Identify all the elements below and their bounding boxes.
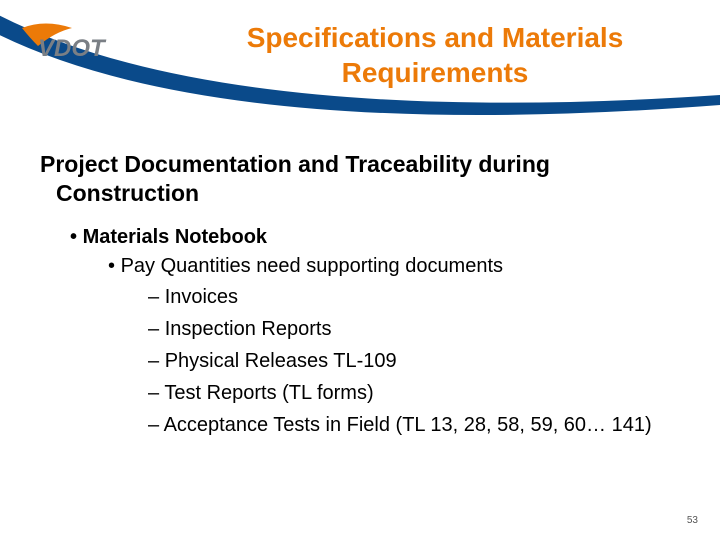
dash-item-text: Invoices xyxy=(165,286,238,308)
svg-text:VDOT: VDOT xyxy=(38,35,107,62)
dash-item: Test Reports (TL forms) xyxy=(40,380,680,406)
dash-item-text: Inspection Reports xyxy=(165,318,332,340)
dash-item-text: Acceptance Tests in Field (TL 13, 28, 58… xyxy=(164,414,652,436)
dash-item: Physical Releases TL-109 xyxy=(40,348,680,374)
page-number: 53 xyxy=(687,515,698,526)
dash-item-text: Test Reports (TL forms) xyxy=(164,382,373,404)
content-area: Project Documentation and Traceability d… xyxy=(40,150,680,444)
bullet-level1-text: Materials Notebook xyxy=(83,226,267,248)
section-heading: Project Documentation and Traceability d… xyxy=(56,150,680,208)
dash-item: Invoices xyxy=(40,284,680,310)
bullet-level2: Pay Quantities need supporting documents xyxy=(40,255,680,278)
bullet-level1: Materials Notebook xyxy=(40,226,680,249)
dash-item: Inspection Reports xyxy=(40,316,680,342)
slide-title: Specifications and Materials Requirement… xyxy=(190,20,680,90)
dash-item-text: Physical Releases TL-109 xyxy=(165,350,397,372)
vdot-logo: VDOT xyxy=(20,22,140,67)
dash-item: Acceptance Tests in Field (TL 13, 28, 58… xyxy=(40,412,680,438)
bullet-level2-text: Pay Quantities need supporting documents xyxy=(121,255,503,277)
slide: VDOT Specifications and Materials Requir… xyxy=(0,0,720,540)
